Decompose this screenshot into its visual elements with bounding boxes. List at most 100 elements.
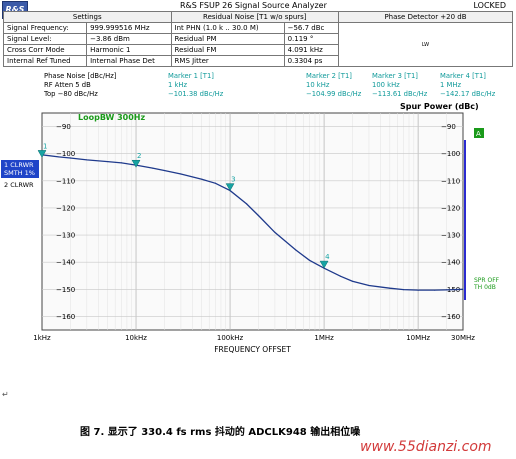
marker-header-text: 10 kHz bbox=[306, 81, 330, 89]
marker-header-text: Phase Noise [dBc/Hz] bbox=[44, 72, 117, 80]
noise-label: RMS Jitter bbox=[170, 55, 285, 67]
settings-table: Settings Residual Noise [T1 w/o spurs] P… bbox=[2, 11, 513, 67]
trace-point bbox=[257, 214, 259, 217]
x-tick-label: 1kHz bbox=[33, 334, 51, 342]
y-tick-label: −110 bbox=[56, 177, 75, 185]
marker-label: 1 bbox=[43, 142, 47, 150]
marker-header-text: −142.17 dBc/Hz bbox=[440, 90, 496, 98]
setting-label: Signal Frequency: bbox=[2, 22, 88, 34]
noise-value: 4.091 kHz bbox=[283, 44, 340, 56]
a-badge-label: A bbox=[476, 130, 481, 138]
trace-point bbox=[389, 287, 391, 289]
trace-point bbox=[69, 157, 71, 159]
return-mark: ↵ bbox=[2, 390, 9, 399]
marker-header-text: −101.38 dBc/Hz bbox=[168, 90, 224, 98]
trace-point bbox=[308, 259, 311, 261]
trace-point bbox=[86, 159, 88, 161]
phase-detector-header: Phase Detector +20 dB bbox=[338, 11, 513, 23]
noise-label: Residual PM bbox=[170, 33, 285, 45]
trace-point bbox=[135, 164, 137, 166]
setting-label: Internal Ref Tuned bbox=[2, 55, 88, 67]
setting-label: Signal Level: bbox=[2, 33, 88, 45]
noise-label: Residual FM bbox=[170, 44, 285, 56]
settings-table-header: Settings Residual Noise [T1 w/o spurs] P… bbox=[3, 11, 513, 23]
y-tick-label: −90 bbox=[56, 123, 71, 131]
marker-header-text: −104.99 dBc/Hz bbox=[306, 90, 362, 98]
marker-header-text: Marker 1 [T1] bbox=[168, 72, 214, 80]
x-tick-label: 10MHz bbox=[406, 334, 430, 342]
table-row: Signal Level: −3.86 dBm Residual PM 0.11… bbox=[2, 33, 513, 45]
title-bar: R&S R&S FSUP 26 Signal Source Analyzer L… bbox=[0, 0, 516, 19]
trace-point bbox=[368, 284, 370, 287]
marker-header-text: 100 kHz bbox=[372, 81, 400, 89]
spur-power-label: Spur Power (dBc) bbox=[400, 102, 479, 111]
trace2-label: 2 CLRWR bbox=[4, 181, 34, 189]
trace1-badge bbox=[1, 160, 39, 178]
x-tick-label: 10kHz bbox=[125, 334, 147, 342]
marker-triangle bbox=[319, 260, 329, 269]
table-row: Signal Frequency: 999.999516 MHz Int PHN… bbox=[2, 22, 513, 67]
y-tick-label: −140 bbox=[56, 259, 75, 267]
trace-point bbox=[434, 289, 436, 291]
setting-value: Internal Phase Det bbox=[86, 55, 172, 67]
plot-frame bbox=[41, 112, 464, 331]
trace-point bbox=[201, 178, 203, 180]
table-row: Internal Ref Tuned Internal Phase Det RM… bbox=[2, 55, 513, 67]
trace-point bbox=[340, 275, 342, 277]
app-title: R&S FSUP 26 Signal Source Analyzer bbox=[180, 1, 327, 10]
right-axis-tick-label: −90 bbox=[441, 123, 456, 131]
trace-point bbox=[151, 167, 154, 169]
spr-off-label: SPR OFF bbox=[474, 277, 500, 284]
setting-value: 999.999516 MHz bbox=[86, 22, 172, 34]
marker-label: 3 bbox=[231, 176, 235, 184]
trace-point bbox=[462, 288, 464, 290]
x-tick-label: 30MHz bbox=[451, 334, 475, 342]
trace-point bbox=[180, 173, 182, 175]
right-axis-tick-label: −120 bbox=[441, 204, 460, 212]
trace-point bbox=[107, 160, 109, 163]
right-axis-tick-label: −110 bbox=[441, 177, 460, 185]
loopbw-label: LoopBW 300Hz bbox=[78, 113, 145, 122]
a-badge-box bbox=[474, 128, 484, 138]
trace-point bbox=[214, 182, 217, 184]
marker-header-text: RF Atten 5 dB bbox=[44, 81, 91, 89]
trace-point bbox=[274, 231, 276, 233]
phase-noise-chart: R&S R&S FSUP 26 Signal Source Analyzer L… bbox=[0, 0, 516, 354]
right-axis-tick-label: −140 bbox=[441, 259, 460, 267]
right-axis-tick-label: −160 bbox=[441, 313, 460, 321]
marker-header-text: −113.61 dBc/Hz bbox=[372, 90, 428, 98]
noise-label: Int PHN (1.0 k .. 30.0 M) bbox=[170, 22, 285, 34]
figure-caption: 图 7. 显示了 330.4 fs rms 抖动的 ADCLK948 输出相位噪 bbox=[80, 427, 361, 438]
phase-noise-trace bbox=[41, 154, 464, 291]
noise-value: −56.7 dBc bbox=[283, 22, 340, 34]
x-tick-label: 1MHz bbox=[314, 334, 334, 342]
right-axis-tick-label: −100 bbox=[441, 150, 460, 158]
trace-point bbox=[323, 267, 325, 269]
trace1-label: SMTH 1% bbox=[4, 169, 35, 177]
settings-header: Settings bbox=[3, 11, 172, 23]
setting-value: Harmonic 1 bbox=[86, 44, 172, 56]
locked-status: LOCKED bbox=[473, 1, 506, 10]
trace-point bbox=[402, 288, 405, 291]
right-axis-tick-label: −150 bbox=[441, 286, 460, 294]
x-axis-label: FREQUENCY OFFSET bbox=[214, 345, 291, 354]
y-tick-label: −130 bbox=[56, 232, 75, 240]
noise-value: 0.3304 ps bbox=[283, 55, 340, 67]
noise-value: 0.119 ° bbox=[283, 33, 340, 45]
x-tick-label: 100kHz bbox=[217, 334, 244, 342]
phase-detector-cell: LW bbox=[338, 22, 513, 67]
trace-point bbox=[41, 154, 43, 156]
setting-label: Cross Corr Mode bbox=[2, 44, 88, 56]
marker-header-text: Marker 3 [T1] bbox=[372, 72, 418, 80]
marker-triangle bbox=[131, 159, 141, 168]
residual-noise-header: Residual Noise [T1 w/o spurs] bbox=[170, 11, 340, 23]
y-tick-label: −100 bbox=[56, 150, 75, 158]
trace-point bbox=[351, 280, 354, 282]
trace-point bbox=[163, 169, 165, 172]
marker-triangle bbox=[225, 183, 235, 192]
marker-header-text: 1 kHz bbox=[168, 81, 188, 89]
marker-header-text: Marker 2 [T1] bbox=[306, 72, 352, 80]
trace-point bbox=[57, 156, 60, 158]
right-axis-tick-label: −130 bbox=[441, 232, 460, 240]
y-tick-label: −150 bbox=[56, 286, 75, 294]
